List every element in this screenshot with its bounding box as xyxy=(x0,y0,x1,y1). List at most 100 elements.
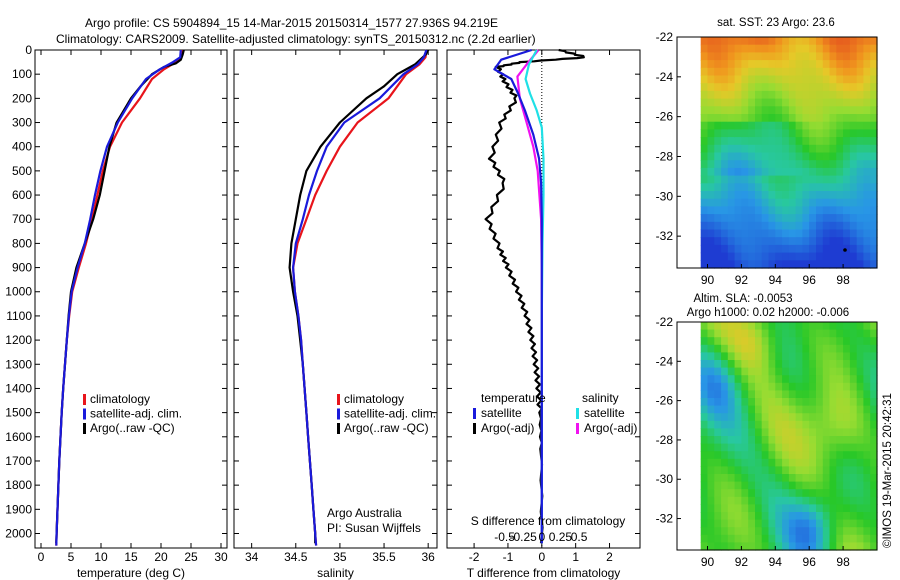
map-cell xyxy=(727,496,736,505)
map-cell xyxy=(795,367,803,376)
map-cell xyxy=(829,152,837,161)
y-tick-label: 1500 xyxy=(5,406,32,420)
map-cell xyxy=(714,152,722,161)
map-cell xyxy=(775,191,783,200)
map-cell xyxy=(727,352,736,361)
map-cell xyxy=(700,175,709,184)
legend-label: climatology xyxy=(344,392,404,406)
map-cell xyxy=(870,436,878,445)
map-cell xyxy=(836,344,844,353)
map-cell xyxy=(775,352,783,361)
s-tick-label: 0 xyxy=(538,530,545,544)
map-cell xyxy=(863,237,871,246)
map-cell xyxy=(748,420,756,429)
map-cell xyxy=(782,337,790,346)
map-cell xyxy=(734,375,742,384)
map-cell xyxy=(795,60,803,69)
map-cell xyxy=(802,474,810,483)
map-cell xyxy=(782,183,790,192)
map-cell xyxy=(700,144,709,154)
map-cell xyxy=(836,382,844,391)
map-cell xyxy=(761,98,770,107)
map-cell xyxy=(782,52,790,61)
map-cell xyxy=(809,60,817,69)
map-cell xyxy=(870,360,878,369)
map-cell xyxy=(843,458,851,467)
map-cell xyxy=(775,129,783,138)
map-cell xyxy=(727,229,736,238)
map-cell xyxy=(836,206,844,215)
y-tick-label: 100 xyxy=(12,67,32,81)
map-cell xyxy=(795,504,803,513)
map-cell xyxy=(775,344,783,353)
map-cell xyxy=(768,144,776,154)
map-cell xyxy=(843,344,851,353)
map-cell xyxy=(849,542,858,551)
map-cell xyxy=(755,237,763,246)
map-cell xyxy=(741,405,749,414)
map-cell xyxy=(768,198,776,207)
map-cell xyxy=(782,375,790,384)
s-tick-label: 0.5 xyxy=(571,530,588,544)
map-cell xyxy=(741,375,749,384)
map-cell xyxy=(741,428,749,437)
map-cell xyxy=(843,244,851,254)
map-cell xyxy=(788,481,797,490)
map-cell xyxy=(734,451,742,460)
x-tick-label: 35.5 xyxy=(372,550,396,564)
map-cell xyxy=(870,496,878,505)
map-cell xyxy=(775,206,783,215)
map-cell xyxy=(721,504,729,513)
map-cell xyxy=(734,137,742,146)
map-cell xyxy=(795,144,803,154)
map-cell xyxy=(836,458,844,467)
map-cell xyxy=(714,542,722,551)
map-cell xyxy=(849,183,858,192)
map-cell xyxy=(863,229,871,238)
map-cell xyxy=(741,398,749,407)
map-cell xyxy=(816,344,824,353)
map-cell xyxy=(802,534,810,543)
map-cell xyxy=(870,75,878,84)
map-cell xyxy=(768,443,776,452)
map-cell xyxy=(741,175,749,184)
map-cell xyxy=(816,534,824,543)
map-cell xyxy=(734,260,742,269)
map-cell xyxy=(707,160,715,169)
map-cell xyxy=(721,206,729,215)
map-cell xyxy=(863,527,871,536)
map-cell xyxy=(795,496,803,505)
map-cell xyxy=(816,144,824,154)
map-cell xyxy=(863,160,871,169)
map-cell xyxy=(863,352,871,361)
map-cell xyxy=(822,367,831,376)
map-cell xyxy=(741,496,749,505)
map-cell xyxy=(849,436,858,445)
map-cell xyxy=(782,90,790,100)
map-cell xyxy=(741,420,749,429)
map-cell xyxy=(748,337,756,346)
map-cell xyxy=(782,67,790,77)
map-cell xyxy=(721,496,729,505)
map-cell xyxy=(849,90,858,100)
map-cell xyxy=(843,260,851,269)
map-cell xyxy=(775,451,783,460)
map-cell xyxy=(782,198,790,207)
map-cell xyxy=(822,221,831,231)
map-cell xyxy=(775,67,783,77)
map-cell xyxy=(741,144,749,154)
x-tick-label: 36 xyxy=(421,550,435,564)
map-cell xyxy=(721,337,729,346)
map-cell xyxy=(700,75,709,84)
map-cell xyxy=(849,398,858,407)
map-cell xyxy=(816,420,824,429)
map-cell xyxy=(836,519,844,528)
map-cell xyxy=(870,206,878,215)
map-cell xyxy=(870,519,878,528)
map-cell xyxy=(768,52,776,61)
map-cell xyxy=(707,382,715,391)
map-cell xyxy=(714,451,722,460)
map-cell xyxy=(849,121,858,130)
map-cell xyxy=(727,405,736,414)
map-cell xyxy=(755,83,763,92)
